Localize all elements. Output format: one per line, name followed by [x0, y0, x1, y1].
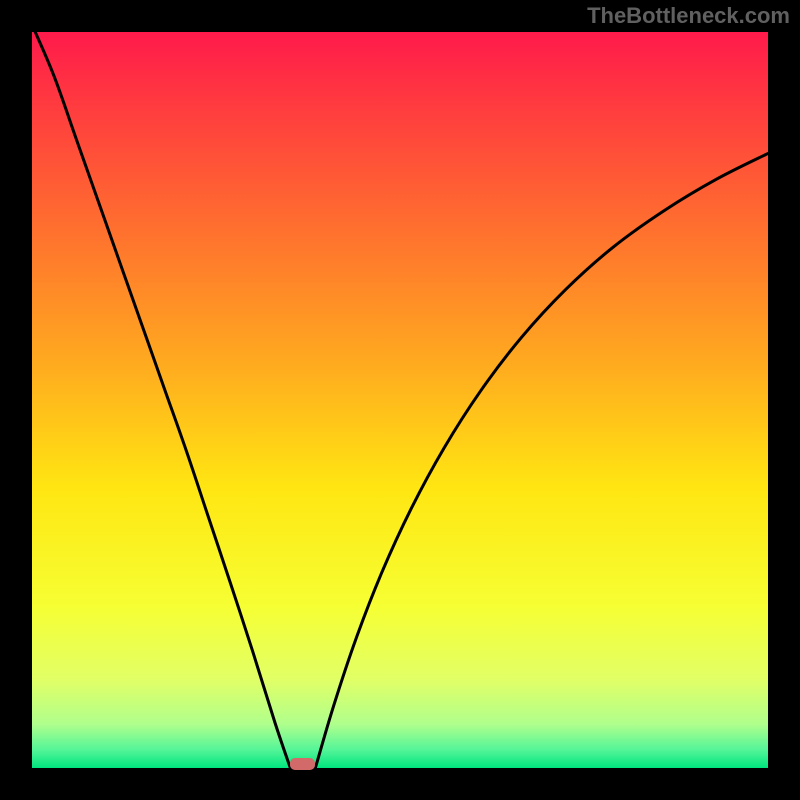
min-marker [290, 758, 315, 770]
watermark-text: TheBottleneck.com [587, 3, 790, 29]
chart-frame: TheBottleneck.com [0, 0, 800, 800]
v-curve [32, 32, 768, 768]
plot-area [32, 32, 768, 768]
